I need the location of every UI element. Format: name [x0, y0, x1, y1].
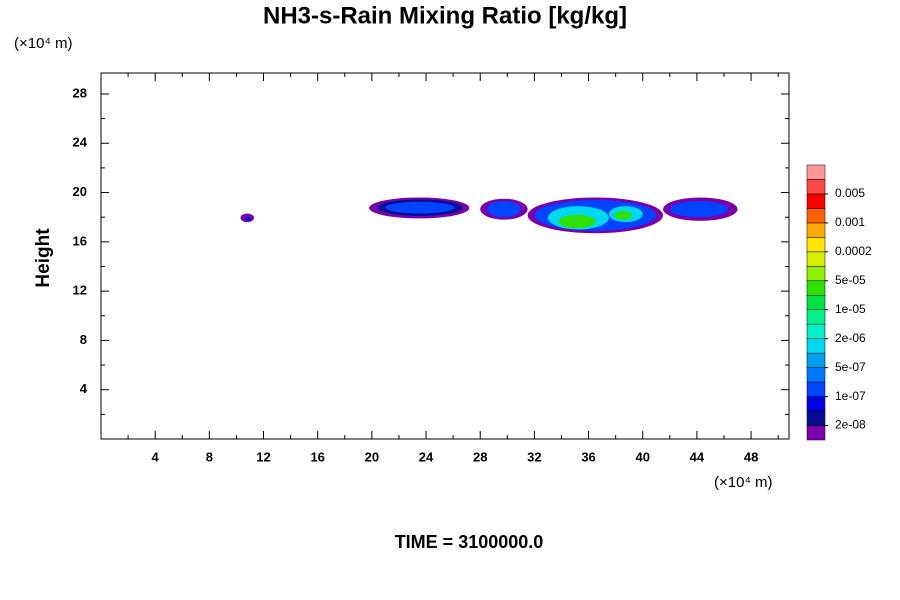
- x-tick-label: 12: [256, 449, 270, 464]
- colorbar-swatch: [806, 323, 826, 339]
- y-unit: (×10⁴ m): [14, 35, 73, 52]
- time-label: TIME = 3100000.0: [395, 532, 544, 552]
- y-tick-label: 4: [80, 381, 88, 396]
- x-tick-label: 40: [635, 449, 649, 464]
- colorbar-label: 0.001: [835, 215, 865, 229]
- colorbar-label: 5e-07: [835, 360, 866, 374]
- x-tick-label: 24: [419, 449, 434, 464]
- colorbar-label: 0.0002: [835, 244, 872, 258]
- contour-patch: [486, 201, 521, 218]
- y-tick-label: 24: [73, 135, 88, 150]
- colorbar-swatch: [806, 410, 826, 426]
- contour-patch: [614, 211, 632, 220]
- x-tick-label: 44: [690, 449, 705, 464]
- colorbar-swatch: [806, 280, 826, 296]
- colorbar-swatch: [806, 425, 826, 441]
- colorbar-label: 1e-05: [835, 302, 866, 316]
- colorbar-swatch: [806, 208, 826, 224]
- colorbar-swatch: [806, 222, 826, 238]
- contour-patch: [385, 201, 455, 214]
- colorbar-swatch: [806, 237, 826, 253]
- x-tick-label: 32: [527, 449, 541, 464]
- colorbar-swatch: [806, 309, 826, 325]
- x-tick-label: 16: [310, 449, 324, 464]
- colorbar-label: 2e-06: [835, 331, 866, 345]
- colorbar-label: 5e-05: [835, 273, 866, 287]
- colorbar-swatch: [806, 381, 826, 397]
- contour-patch: [244, 217, 252, 221]
- y-tick-label: 28: [73, 85, 87, 100]
- colorbar-swatch: [806, 266, 826, 282]
- x-tick-label: 4: [152, 449, 160, 464]
- colorbar-swatch: [806, 164, 826, 180]
- colorbar-swatch: [806, 251, 826, 267]
- colorbar-label: 0.005: [835, 186, 865, 200]
- plot-frame: [100, 72, 790, 440]
- contour-patch: [558, 214, 596, 229]
- y-tick-label: 16: [73, 233, 87, 248]
- x-tick-label: 48: [744, 449, 758, 464]
- y-tick-label: 8: [80, 332, 87, 347]
- y-tick-label: 20: [73, 184, 87, 199]
- x-tick-label: 20: [365, 449, 379, 464]
- x-unit: (×10⁴ m): [714, 474, 773, 491]
- x-tick-label: 28: [473, 449, 487, 464]
- colorbar-swatch: [806, 396, 826, 412]
- colorbar-swatch: [806, 352, 826, 368]
- colorbar-swatch: [806, 367, 826, 383]
- chart-title: NH3-s-Rain Mixing Ratio [kg/kg]: [263, 2, 627, 29]
- y-axis-label: Height: [33, 228, 54, 288]
- colorbar-label: 1e-07: [835, 389, 866, 403]
- colorbar-swatch: [806, 295, 826, 310]
- colorbar-swatch: [806, 179, 826, 195]
- colorbar-label: 2e-08: [835, 418, 866, 432]
- y-tick-label: 12: [73, 283, 87, 298]
- x-tick-label: 8: [206, 449, 213, 464]
- contour-patch: [669, 201, 729, 218]
- x-tick-label: 36: [581, 449, 595, 464]
- colorbar-swatch: [806, 338, 826, 354]
- colorbar-swatch: [806, 193, 826, 209]
